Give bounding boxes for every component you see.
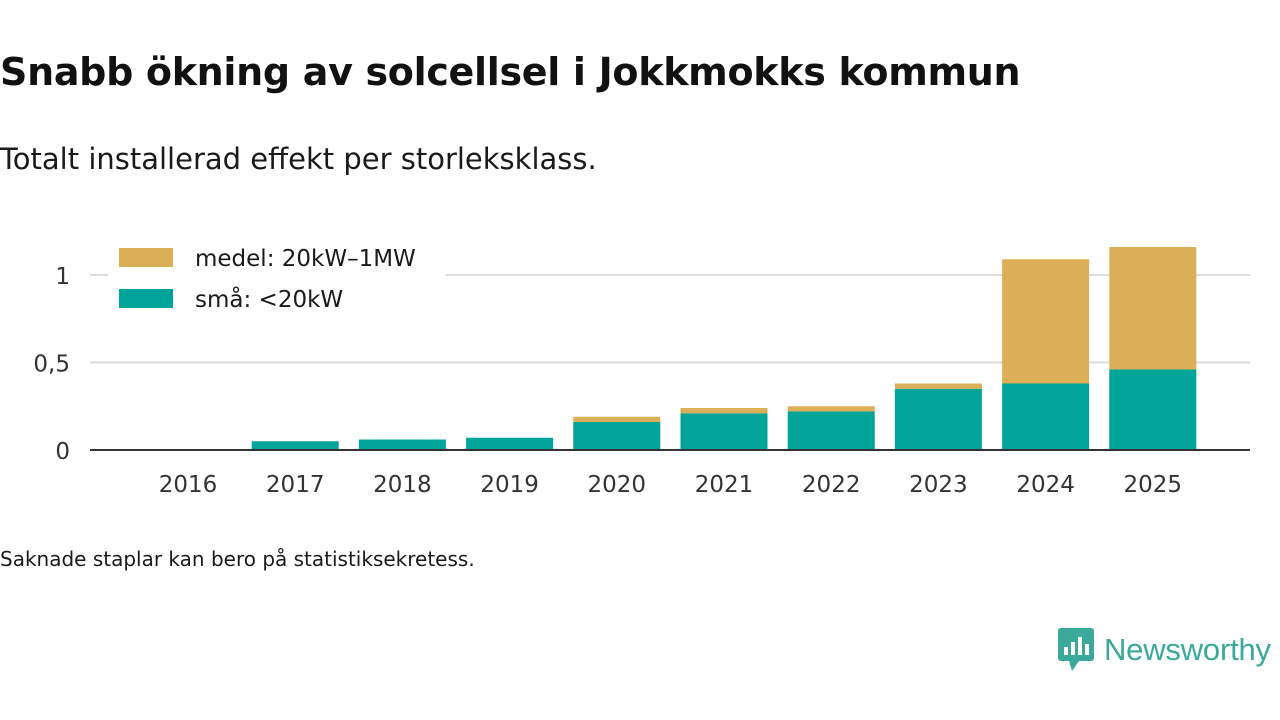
y-tick-label: 0,5 bbox=[33, 352, 70, 378]
bar-segment-small bbox=[251, 441, 339, 450]
bar-segment-small bbox=[680, 413, 768, 450]
x-tick-label: 2018 bbox=[373, 472, 432, 498]
footnote: Saknade staplar kan bero på statistiksek… bbox=[0, 547, 475, 571]
bar-segment-small bbox=[466, 437, 554, 450]
bar-segment-medium bbox=[787, 406, 875, 412]
bar-segment-small bbox=[573, 422, 661, 450]
bar-segment-small bbox=[894, 388, 982, 450]
newsworthy-logo: Newsworthy bbox=[1058, 628, 1271, 672]
legend-swatch bbox=[119, 248, 173, 267]
bar-segment-small bbox=[1109, 369, 1197, 450]
chart-title: Snabb ökning av solcellsel i Jokkmokks k… bbox=[0, 50, 1021, 94]
legend-label: små: <20kW bbox=[195, 285, 343, 313]
stacked-bar-chart: 0 0,5 1 2016 2017 2018 2019 2020 2021 2022 2023 202… bbox=[33, 246, 1250, 498]
x-tick-label: 2022 bbox=[802, 472, 861, 498]
bar-segment-small bbox=[358, 439, 446, 450]
x-tick-label: 2020 bbox=[588, 472, 647, 498]
bar-segment-small bbox=[787, 411, 875, 450]
x-tick-label: 2019 bbox=[480, 472, 539, 498]
x-tick-label: 2024 bbox=[1016, 472, 1075, 498]
x-tick-label: 2016 bbox=[159, 472, 218, 498]
chart-subtitle: Totalt installerad effekt per storlekskl… bbox=[0, 142, 597, 176]
y-tick-label: 0 bbox=[55, 439, 70, 465]
x-tick-label: 2017 bbox=[266, 472, 325, 498]
y-tick-label: 1 bbox=[55, 264, 70, 290]
bar-segment-medium bbox=[573, 416, 661, 422]
newsworthy-logo-text: Newsworthy bbox=[1104, 632, 1271, 667]
x-tick-label: 2025 bbox=[1124, 472, 1183, 498]
bar-segment-medium bbox=[1002, 259, 1090, 384]
bar-segment-medium bbox=[894, 383, 982, 389]
bar-segment-medium bbox=[1109, 247, 1197, 370]
legend-swatch bbox=[119, 289, 173, 308]
x-tick-label: 2023 bbox=[909, 472, 968, 498]
legend-label: medel: 20kW–1MW bbox=[195, 246, 416, 272]
bar-segment-small bbox=[1002, 383, 1090, 450]
x-tick-label: 2021 bbox=[695, 472, 754, 498]
newsworthy-logo-icon bbox=[1058, 628, 1094, 671]
bar-segment-medium bbox=[680, 408, 768, 414]
